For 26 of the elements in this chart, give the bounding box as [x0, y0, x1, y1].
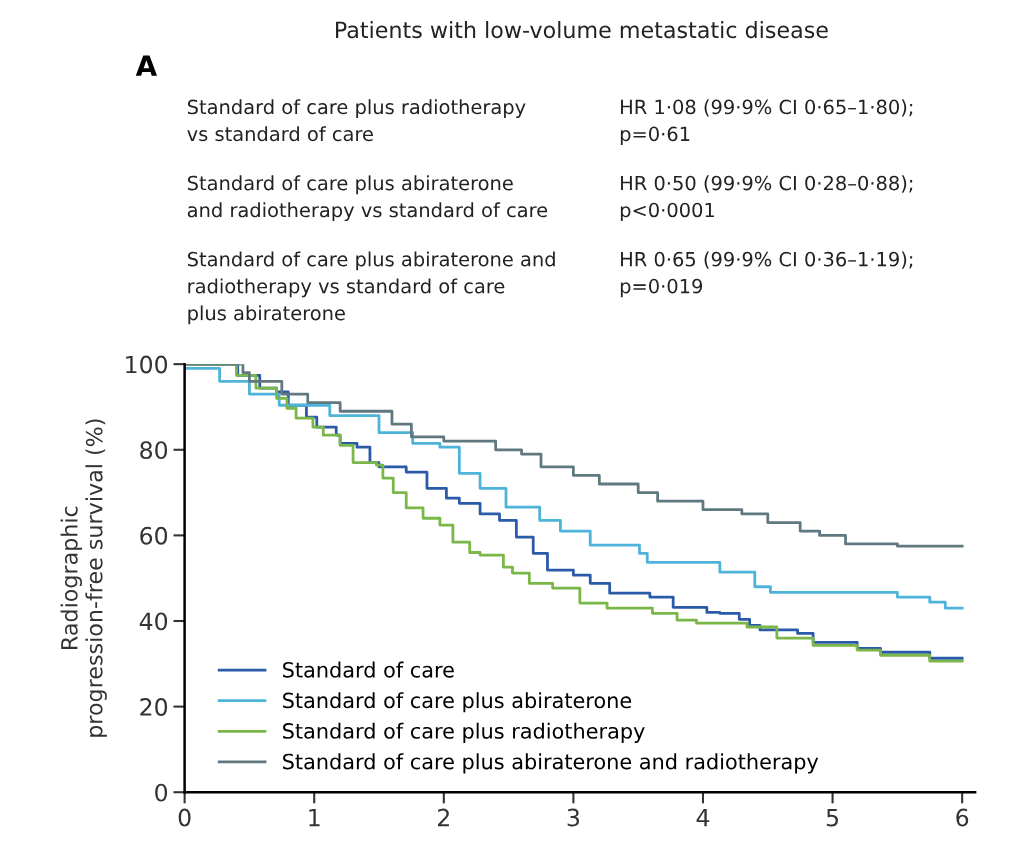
y-tick-label: 60	[140, 526, 168, 545]
text: Standard of care plus radiotherapy vs standard of care	[187, 99, 526, 142]
legend-label: Standard of care plus abiraterone and radiotherapy	[283, 753, 819, 774]
text: HR 0·65 (99·9% CI 0·36–1·19); p=0·019	[620, 251, 913, 298]
y-tick-label: 0	[155, 783, 168, 802]
y-tick-label: 100	[126, 355, 168, 374]
y-tick-label: 20	[140, 698, 168, 716]
x-tick-label: 5	[826, 808, 839, 827]
text: HR 1·08 (99·9% CI 0·65–1·80); p=0·61	[620, 99, 913, 145]
x-tick-label: 6	[956, 808, 969, 827]
text: HR 0·50 (99·9% CI 0·28–0·88); p<0·0001	[620, 175, 913, 222]
x-tick-label: 4	[696, 808, 710, 827]
legend-label: Standard of care plus abiraterone	[283, 692, 632, 713]
legend-label: Standard of care	[283, 661, 454, 678]
chart-title: Patients with low-volume metastatic disease	[336, 21, 828, 39]
chart-subtitle: A	[135, 55, 158, 76]
y-tick-label: 80	[140, 441, 168, 460]
y-tick-label: 40	[139, 612, 168, 631]
x-tick-label: 2	[438, 808, 449, 827]
text: Standard of care plus abiraterone and radiotherapy vs standard of care	[187, 175, 548, 222]
x-tick-label: 0	[178, 808, 191, 827]
text: Standard of care plus abiraterone and radiotherapy vs standard of care plus abiraterone	[187, 251, 555, 325]
legend-label: Standard of care plus radiotherapy	[283, 722, 645, 743]
x-tick-label: 1	[309, 808, 320, 827]
y-axis-title: Radiographic progression-free survival (%)	[60, 419, 107, 737]
x-tick-label: 3	[567, 808, 580, 827]
